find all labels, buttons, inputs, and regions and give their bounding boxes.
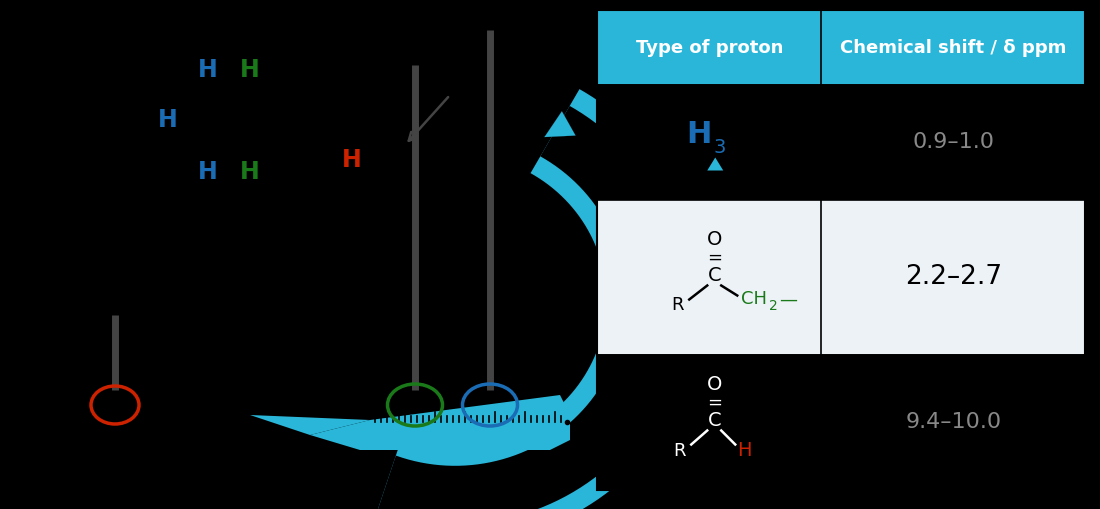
Text: Chemical shift / δ ppm: Chemical shift / δ ppm bbox=[840, 39, 1066, 56]
Text: H: H bbox=[198, 58, 218, 82]
Text: =: = bbox=[706, 248, 722, 267]
Text: CH: CH bbox=[741, 291, 767, 308]
Text: O: O bbox=[706, 375, 722, 394]
Text: H: H bbox=[240, 160, 260, 184]
Text: 2.2–2.7: 2.2–2.7 bbox=[904, 265, 1002, 291]
Text: C: C bbox=[707, 411, 722, 430]
Text: —: — bbox=[779, 291, 798, 308]
Bar bbox=[597, 10, 1085, 85]
Bar bbox=[597, 10, 1085, 490]
Text: O: O bbox=[706, 230, 722, 249]
Text: 0.9–1.0: 0.9–1.0 bbox=[912, 132, 994, 153]
Text: H: H bbox=[158, 108, 178, 132]
Bar bbox=[597, 355, 1085, 490]
Text: H: H bbox=[342, 148, 362, 172]
Bar bbox=[597, 200, 1085, 355]
Polygon shape bbox=[250, 415, 370, 435]
Text: 9.4–10.0: 9.4–10.0 bbox=[905, 412, 1001, 433]
Text: C: C bbox=[707, 266, 722, 285]
Bar bbox=[597, 85, 1085, 200]
Text: 3: 3 bbox=[713, 138, 725, 157]
Polygon shape bbox=[310, 395, 570, 450]
Text: R: R bbox=[673, 441, 685, 460]
Text: R: R bbox=[671, 297, 683, 315]
Text: H: H bbox=[737, 441, 751, 460]
Text: 2: 2 bbox=[769, 298, 778, 313]
Text: H: H bbox=[240, 58, 260, 82]
Text: =: = bbox=[706, 393, 722, 411]
Text: Type of proton: Type of proton bbox=[636, 39, 783, 56]
Text: H: H bbox=[686, 120, 712, 149]
Text: H: H bbox=[198, 160, 218, 184]
Polygon shape bbox=[707, 157, 723, 171]
